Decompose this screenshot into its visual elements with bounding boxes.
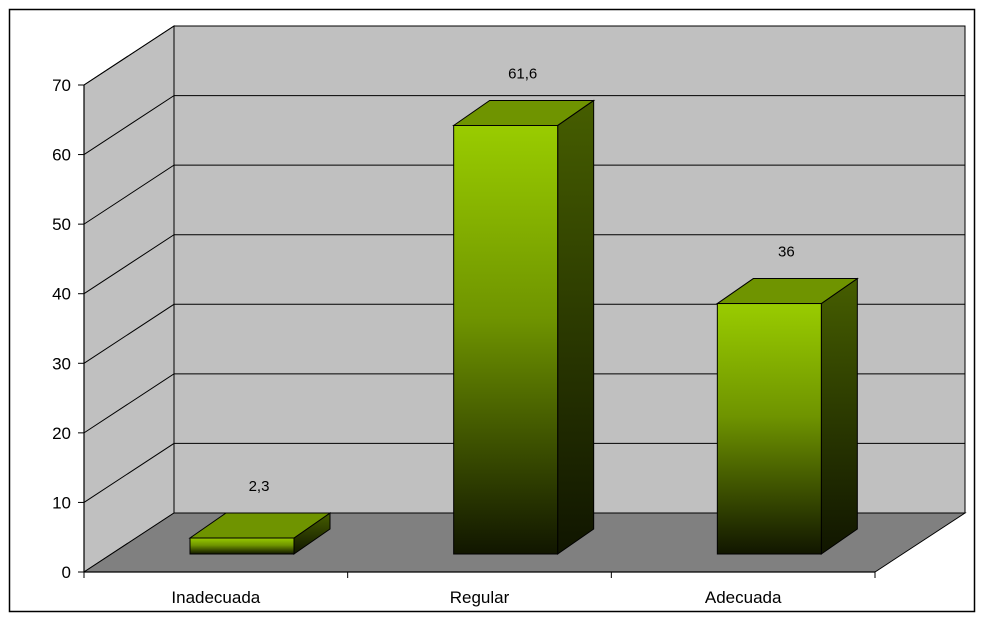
x-axis-labels: Inadecuada Regular Adecuada xyxy=(171,588,782,607)
bar-regular xyxy=(452,99,596,555)
bar-inadecuada xyxy=(188,512,332,555)
bar-adecuada xyxy=(715,277,859,555)
y-tick-label: 10 xyxy=(52,493,71,512)
x-tick-label: Adecuada xyxy=(705,588,782,607)
bar-side-face xyxy=(557,99,595,555)
gridline xyxy=(83,234,965,295)
y-tick-label: 40 xyxy=(52,285,71,304)
axes xyxy=(83,85,876,578)
bar-front-face xyxy=(716,303,822,555)
gridline xyxy=(83,95,965,155)
gridlines xyxy=(83,25,965,503)
side-wall xyxy=(83,25,175,573)
bar-top-face xyxy=(188,512,332,539)
x-tick-label: Regular xyxy=(450,588,510,607)
data-label: 2,3 xyxy=(249,478,270,495)
y-tick-label: 50 xyxy=(52,215,71,234)
x-tick-label: Inadecuada xyxy=(171,588,260,607)
y-tick-label: 70 xyxy=(52,76,71,95)
y-tick-label: 0 xyxy=(62,563,71,582)
gridline xyxy=(83,442,965,503)
y-tick-label: 20 xyxy=(52,424,71,443)
bar-side-face xyxy=(820,277,858,555)
bars xyxy=(188,99,859,555)
gridline xyxy=(83,373,965,434)
gridline xyxy=(83,25,965,86)
data-label: 61,6 xyxy=(508,65,537,82)
y-axis-ticks: 0 10 20 30 40 50 60 70 xyxy=(52,76,84,582)
gridline xyxy=(83,303,965,364)
y-tick-label: 30 xyxy=(52,354,71,373)
data-label: 36 xyxy=(778,244,795,261)
gridline xyxy=(83,164,965,225)
bar-top-face xyxy=(715,278,859,305)
bar-front-face xyxy=(453,124,559,555)
bar-front-face xyxy=(189,537,295,555)
bar-top-face xyxy=(452,99,596,126)
data-labels: 2,3 61,6 36 xyxy=(249,65,795,495)
y-tick-label: 60 xyxy=(52,146,71,165)
